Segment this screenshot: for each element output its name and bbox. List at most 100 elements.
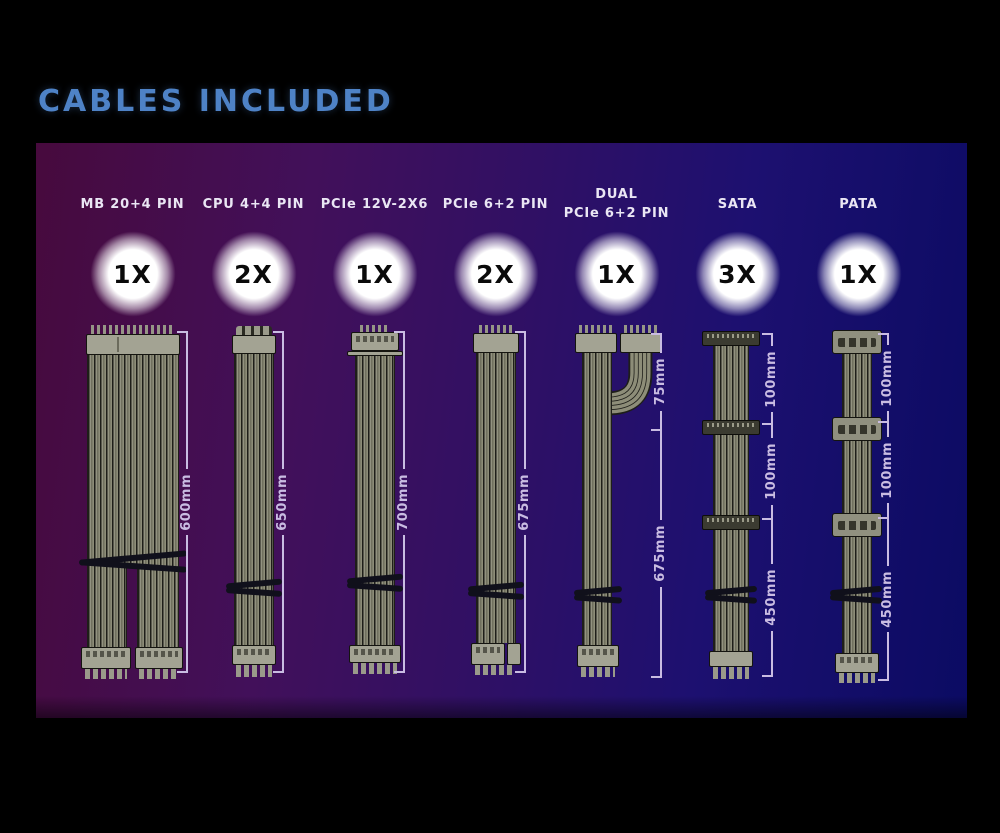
measurement-bracket: 100mm 100mm 450mm	[757, 333, 779, 677]
measurement-label: 75mm	[652, 358, 668, 406]
cable-connector-bottom-right	[134, 647, 183, 669]
cable-illustration-dual-pcie-6-2-pin: 75mm 675mm	[562, 325, 672, 697]
cable-ribbon-leg-right	[136, 566, 179, 648]
cable-connector-bottom-6pin	[470, 643, 505, 665]
cable-column-pcie-6-2-pin: PCIe 6+2 PIN 2X 675mm	[435, 179, 556, 718]
column-label: PCIe 12V-2X6	[321, 179, 429, 231]
connector-slots	[85, 651, 126, 657]
measurement-tick	[176, 331, 188, 333]
connector-pins-icon	[474, 665, 515, 675]
measurement-span: 450mm	[764, 520, 779, 676]
cable-illustration-pcie-12v-2x6: 700mm	[320, 325, 430, 697]
cable-ribbon	[841, 333, 872, 653]
measurement-tick	[650, 676, 662, 678]
column-label: PCIe 6+2 PIN	[443, 179, 549, 231]
measurement-tick	[761, 333, 773, 335]
measurement-tick	[176, 671, 188, 673]
measurement-span: 100mm	[764, 425, 779, 519]
measurement-line	[886, 632, 889, 680]
measurement-line	[281, 535, 284, 672]
cable-illustration-sata: 100mm 100mm 450mm	[683, 325, 793, 697]
quantity-label: 2X	[476, 259, 515, 289]
column-label-line2: PCIe 6+2 PIN	[563, 206, 670, 221]
quantity-label: 3X	[718, 259, 757, 289]
measurement-span: 100mm	[764, 335, 779, 424]
cable-column-pata: PATA 1X 100mm	[798, 179, 919, 718]
measurement-label: 450mm	[763, 569, 779, 626]
measurement-tick	[393, 671, 405, 673]
sata-connector-3	[701, 515, 760, 530]
cables-panel: MB 20+4 PIN 1X 600	[36, 143, 967, 718]
quantity-badge: 1X	[331, 231, 418, 317]
measurement-label: 100mm	[879, 349, 895, 407]
connector-contacts	[706, 423, 755, 427]
quantity-label: 1X	[355, 259, 394, 289]
cable-connector-bottom	[708, 651, 753, 667]
measurement-span: 100mm	[880, 423, 895, 518]
quantity-badge: 1X	[89, 231, 176, 317]
cable-connector-top	[231, 335, 276, 354]
sata-connector-1	[701, 331, 760, 346]
connector-pins-icon	[138, 669, 179, 679]
column-label-text: SATA	[717, 196, 758, 212]
measurement-line	[659, 335, 662, 354]
cable-tie	[574, 587, 622, 605]
measurement-span: 100mm	[880, 335, 895, 422]
connector-pins-icon	[352, 663, 397, 674]
cable-illustration-pcie-6-2-pin: 675mm	[441, 325, 551, 697]
measurement-line	[659, 410, 662, 429]
quantity-label: 2X	[234, 259, 273, 289]
column-label: SATA	[718, 179, 758, 231]
connector-holes	[837, 521, 876, 530]
connector-slots	[475, 647, 500, 653]
cable-connector-bottom	[834, 653, 879, 673]
measurement-line	[770, 425, 773, 439]
measurement-span: 650mm	[275, 333, 290, 672]
measurement-span: 75mm	[653, 335, 668, 429]
cable-connector-bottom	[348, 645, 401, 663]
cable-connector-top	[472, 333, 519, 353]
measurement-label: 650mm	[274, 473, 290, 531]
measurement-bracket: 650mm	[268, 331, 290, 673]
connector-pins-icon	[478, 325, 513, 334]
measurement-line	[185, 333, 188, 469]
connector-pins-icon	[623, 325, 658, 334]
measurement-line	[770, 504, 773, 519]
measurement-label: 100mm	[879, 441, 895, 499]
measurement-line	[523, 535, 526, 672]
column-label-text: MB 20+4 PIN	[80, 196, 185, 212]
quantity-badge: 1X	[573, 231, 660, 317]
measurement-line	[770, 520, 773, 565]
measurement-label: 100mm	[763, 350, 779, 408]
measurement-tick	[761, 518, 773, 520]
connector-flange	[346, 351, 403, 356]
measurement-bracket: 75mm 675mm	[646, 333, 668, 678]
measurement-line	[886, 519, 889, 566]
cable-column-pcie-12v-2x6: PCIe 12V-2X6 1X 700mm	[314, 179, 435, 718]
column-label-text: PCIe 12V-2X6	[320, 196, 429, 212]
measurement-tick	[650, 333, 662, 335]
measurement-tick	[393, 331, 405, 333]
measurement-tick	[761, 675, 773, 677]
quantity-label: 1X	[597, 259, 636, 289]
cable-column-sata: SATA 3X 100mm	[677, 179, 798, 718]
measurement-line	[886, 335, 889, 345]
quantity-badge: 3X	[694, 231, 781, 317]
measurement-span: 700mm	[396, 333, 411, 672]
measurement-line	[281, 333, 284, 469]
cable-connector-top	[350, 332, 399, 351]
column-label-text: PCIe 6+2 PIN	[442, 196, 549, 212]
connector-slots	[839, 657, 874, 663]
measurement-line	[770, 630, 773, 676]
cable-connector-bottom	[231, 645, 276, 665]
measurement-tick	[877, 679, 889, 681]
quantity-badge: 2X	[452, 231, 539, 317]
connector-pins-icon	[235, 326, 272, 336]
measurement-label: 675mm	[652, 525, 668, 582]
measurement-line	[770, 335, 773, 346]
connector-contacts	[706, 518, 755, 522]
sata-connector-2	[701, 420, 760, 435]
cable-connector-top-left	[574, 333, 617, 353]
connector-slots	[353, 649, 396, 655]
cable-curve	[606, 353, 652, 416]
